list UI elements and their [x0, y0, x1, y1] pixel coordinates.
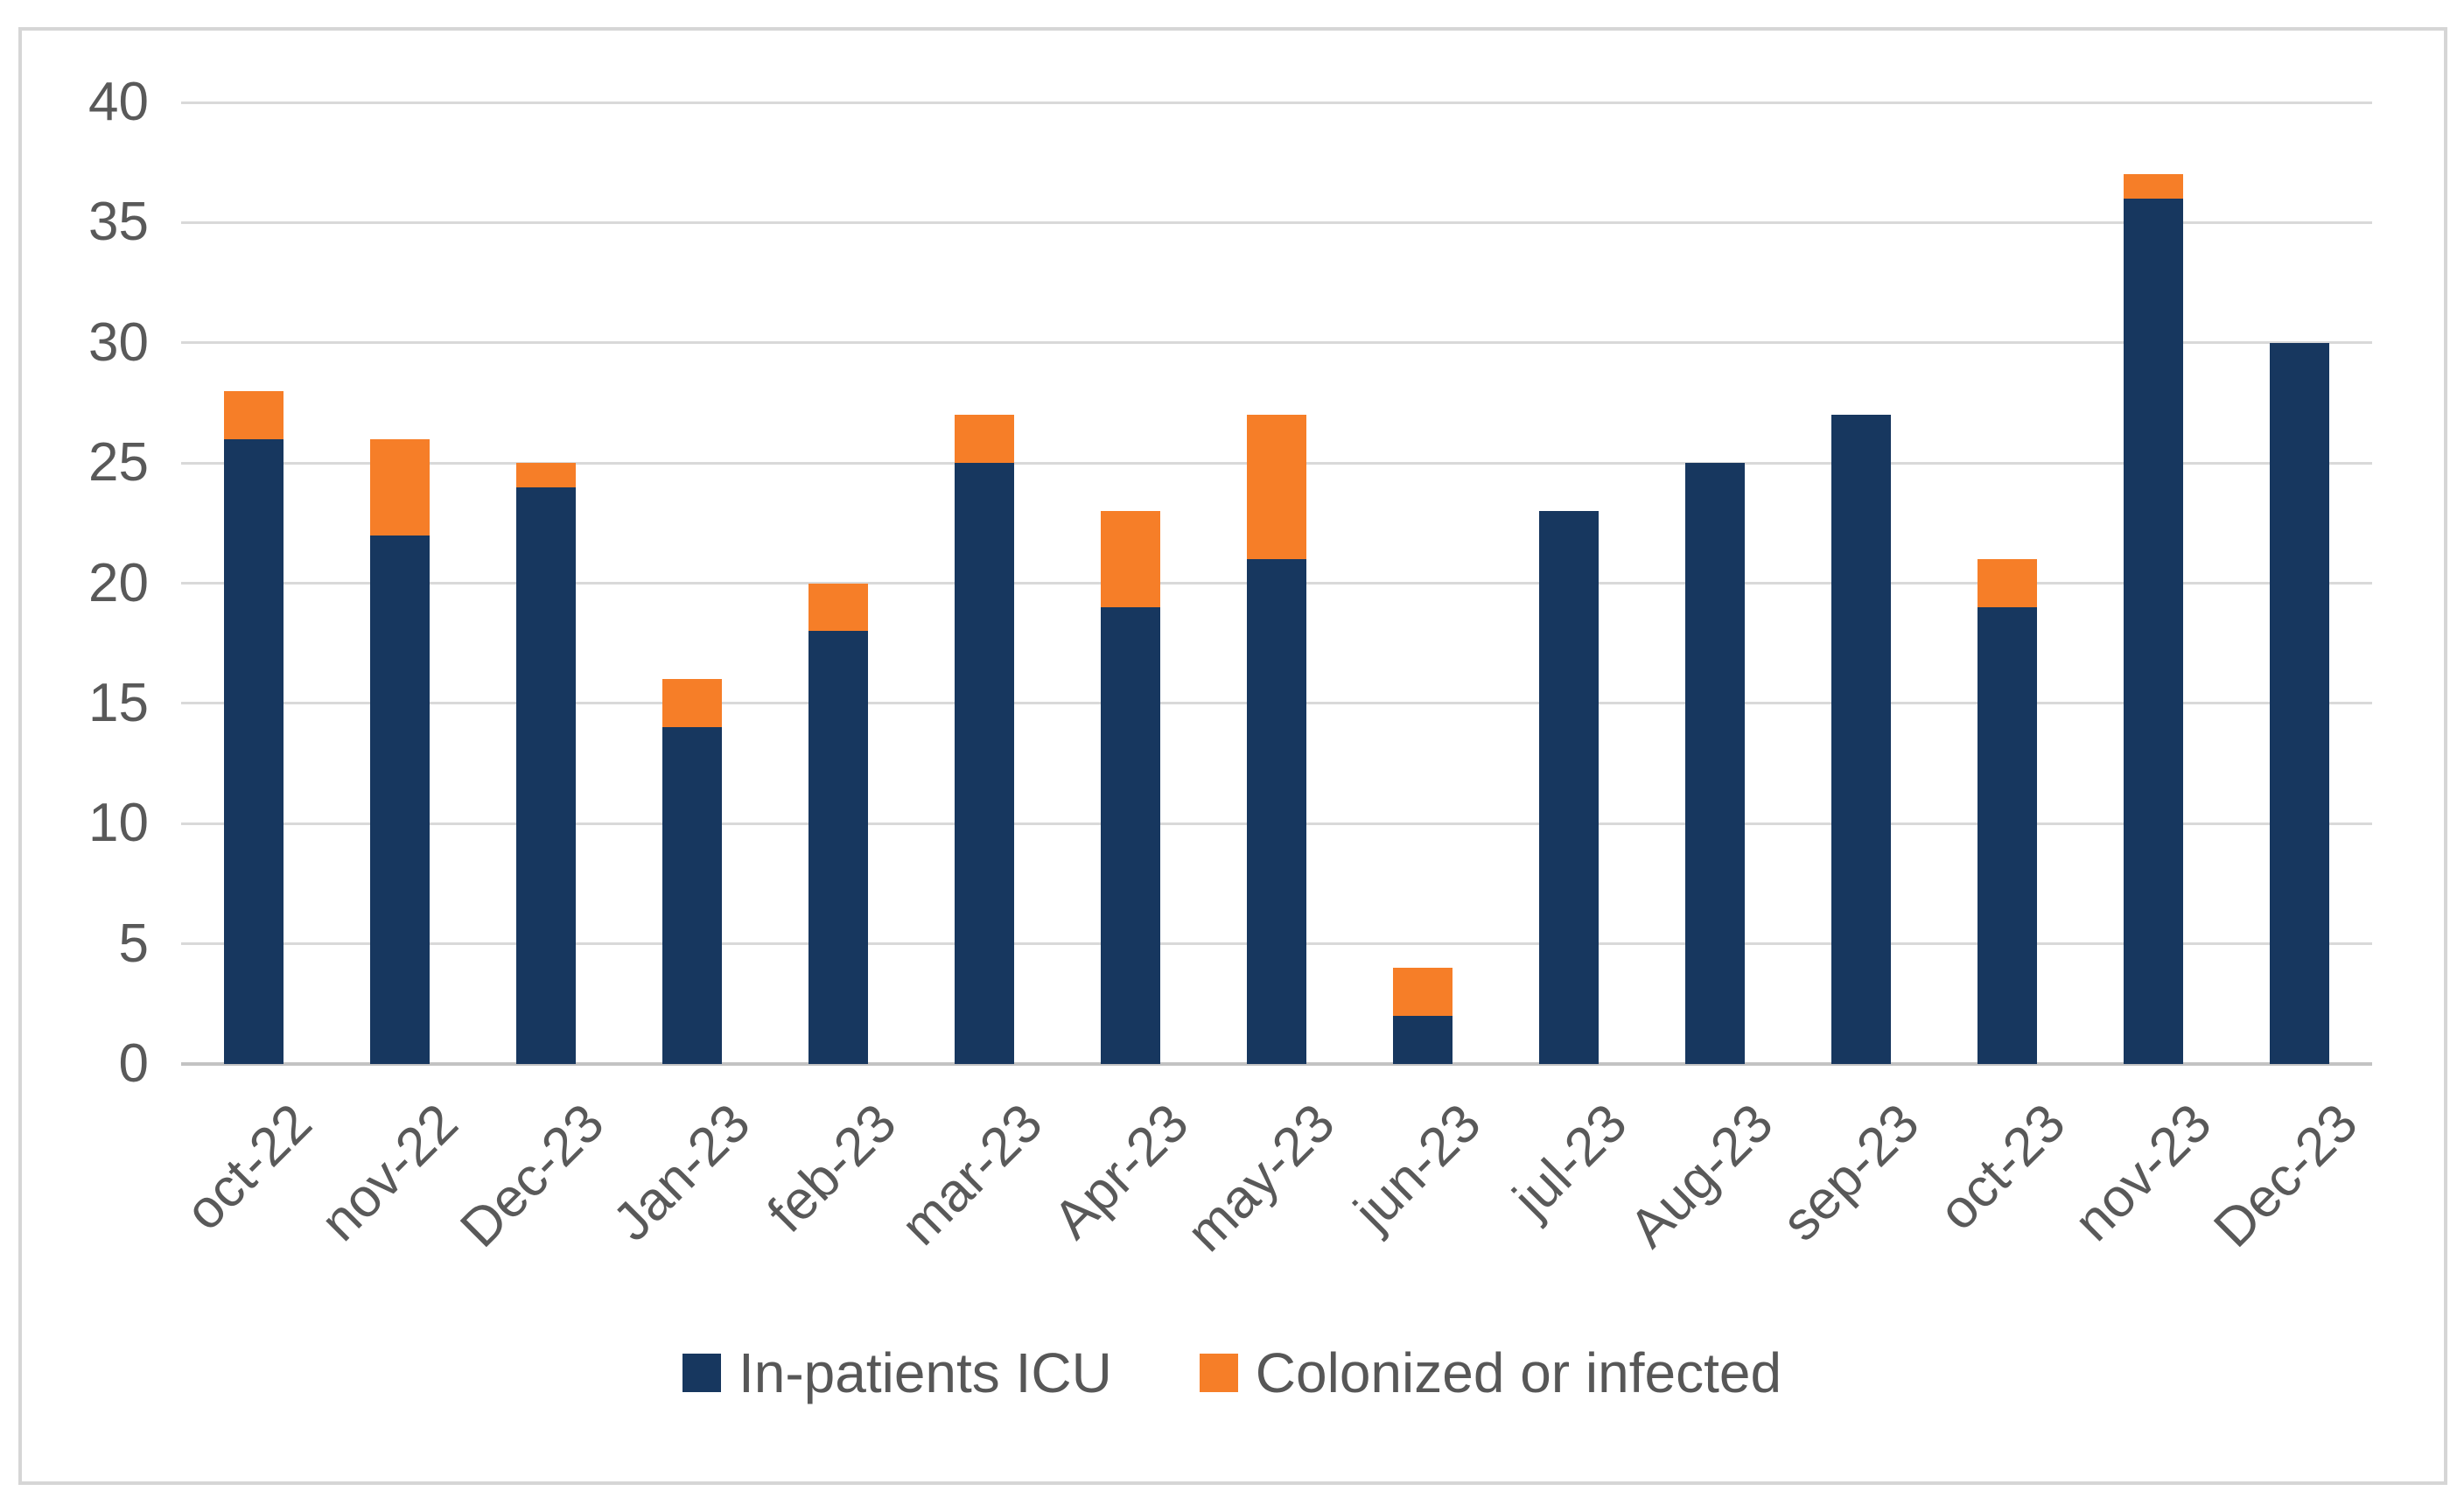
y-axis-tick-label: 5	[118, 913, 149, 974]
bar-segment-colonized-or-infected	[370, 438, 430, 536]
bar-segment-in-patients-icu	[224, 438, 284, 1064]
y-axis-tick-label: 20	[88, 552, 149, 613]
bar-segment-in-patients-icu	[1830, 415, 1891, 1064]
bar-segment-colonized-or-infected	[224, 390, 284, 439]
bar-segment-colonized-or-infected	[662, 679, 723, 728]
y-axis-tick-label: 0	[118, 1033, 149, 1094]
x-axis-line	[181, 1062, 2372, 1066]
bar-segment-in-patients-icu	[1684, 463, 1745, 1064]
bar-segment-in-patients-icu	[2269, 342, 2329, 1064]
chart-border	[18, 27, 2447, 1485]
gridline-40	[181, 101, 2372, 104]
bar-segment-in-patients-icu	[955, 463, 1015, 1064]
bar-segment-in-patients-icu	[370, 535, 430, 1064]
y-axis-tick-label: 10	[88, 793, 149, 854]
bar-segment-colonized-or-infected	[1101, 511, 1161, 607]
bar-segment-colonized-or-infected	[1247, 415, 1306, 560]
bar-segment-in-patients-icu	[1247, 559, 1306, 1064]
bar-segment-in-patients-icu	[662, 727, 723, 1064]
gridline-30	[181, 341, 2372, 345]
legend-item-in-patients-icu: In-patients ICU	[682, 1340, 1112, 1405]
bar-segment-colonized-or-infected	[2123, 174, 2183, 199]
legend-item-colonized-or-infected: Colonized or infected	[1199, 1340, 1782, 1405]
bar-segment-in-patients-icu	[1101, 606, 1161, 1064]
bar-segment-colonized-or-infected	[1977, 559, 2037, 607]
bar-segment-in-patients-icu	[2123, 198, 2183, 1064]
y-axis-tick-label: 15	[88, 672, 149, 733]
bar-segment-colonized-or-infected	[808, 583, 869, 632]
bar-segment-in-patients-icu	[808, 631, 869, 1064]
legend-swatch-in-patients-icu	[682, 1354, 721, 1392]
legend: In-patients ICU Colonized or infected	[0, 1340, 2464, 1405]
bar-segment-colonized-or-infected	[955, 415, 1015, 464]
bar-segment-in-patients-icu	[1977, 606, 2037, 1064]
bar-segment-colonized-or-infected	[516, 463, 577, 487]
bar-segment-in-patients-icu	[1392, 1016, 1452, 1064]
gridline-35	[181, 220, 2372, 224]
legend-swatch-colonized-or-infected	[1199, 1354, 1238, 1392]
bar-segment-in-patients-icu	[516, 486, 577, 1064]
legend-label: In-patients ICU	[738, 1341, 1112, 1404]
y-axis-tick-label: 25	[88, 432, 149, 494]
bar-segment-colonized-or-infected	[1392, 968, 1452, 1017]
legend-label: Colonized or infected	[1255, 1341, 1782, 1404]
bar-segment-in-patients-icu	[1538, 511, 1599, 1064]
y-axis-tick-label: 40	[88, 72, 149, 132]
y-axis-tick-label: 35	[88, 192, 149, 253]
y-axis-tick-label: 30	[88, 312, 149, 373]
